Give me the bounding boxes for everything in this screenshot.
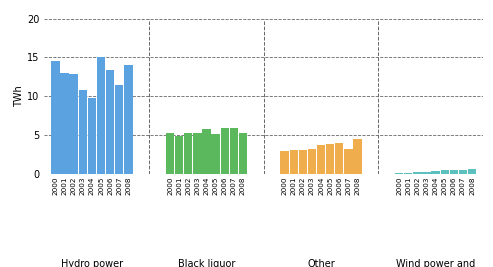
Text: Hydro power: Hydro power <box>61 259 123 267</box>
Bar <box>115 85 123 174</box>
Bar <box>308 149 316 174</box>
Text: Other
wood fuels: Other wood fuels <box>295 259 347 267</box>
Bar <box>193 133 202 174</box>
Bar <box>60 73 69 174</box>
Bar <box>450 170 458 174</box>
Text: Black liquor: Black liquor <box>178 259 235 267</box>
Bar <box>281 151 289 174</box>
Bar <box>395 173 403 174</box>
Y-axis label: TWh: TWh <box>14 85 24 107</box>
Bar <box>413 172 422 174</box>
Bar <box>211 134 220 174</box>
Bar <box>106 70 114 174</box>
Bar <box>184 133 192 174</box>
Text: Wind power and
other renewables: Wind power and other renewables <box>393 259 478 267</box>
Bar <box>459 170 467 174</box>
Bar <box>353 139 362 174</box>
Bar <box>78 90 87 174</box>
Bar <box>404 173 413 174</box>
Bar <box>175 136 183 174</box>
Bar <box>468 169 476 174</box>
Bar <box>239 132 247 174</box>
Bar <box>166 133 174 174</box>
Bar <box>299 150 307 174</box>
Bar <box>220 128 229 174</box>
Bar <box>326 144 334 174</box>
Bar <box>289 150 298 174</box>
Bar <box>441 170 449 174</box>
Bar <box>202 129 211 174</box>
Bar <box>70 74 78 174</box>
Bar <box>317 145 325 174</box>
Bar <box>51 61 60 174</box>
Bar <box>431 171 440 174</box>
Bar <box>124 65 133 174</box>
Bar <box>335 143 344 174</box>
Bar <box>344 149 352 174</box>
Bar <box>230 128 238 174</box>
Bar <box>97 57 105 174</box>
Bar <box>88 99 96 174</box>
Bar <box>423 172 431 174</box>
